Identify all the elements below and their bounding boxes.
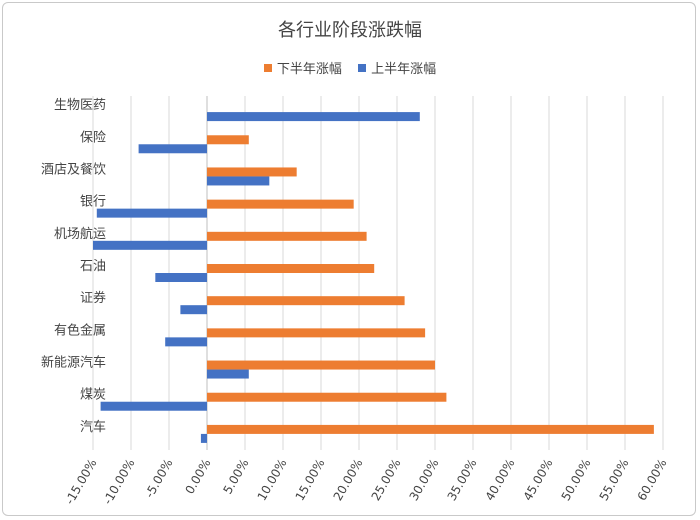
category-label: 有色金属 — [54, 322, 106, 338]
bar-first-half — [100, 401, 207, 411]
x-tick-label: 60.00% — [635, 457, 670, 504]
x-tick-label: 5.00% — [220, 457, 251, 497]
x-tick-label: 10.00% — [255, 457, 290, 504]
bar-second-half — [207, 199, 354, 209]
bar-second-half — [207, 328, 426, 338]
bar-second-half — [207, 392, 447, 402]
bar-second-half — [207, 167, 297, 177]
category-label: 酒店及餐饮 — [41, 161, 106, 177]
bar-second-half — [207, 424, 654, 434]
x-tick-label: 25.00% — [369, 457, 404, 504]
legend-swatch-second-half — [263, 64, 272, 72]
bar-second-half — [207, 264, 375, 273]
category-label: 保险 — [80, 130, 106, 145]
bar-first-half — [207, 369, 249, 379]
legend-item-second-half: 下半年涨幅 — [263, 58, 342, 77]
bar-first-half — [200, 433, 207, 443]
category-label: 新能源汽车 — [41, 355, 106, 371]
x-tick-label: 15.00% — [293, 457, 328, 504]
x-tick-label: -5.00% — [142, 457, 175, 501]
category-label: 银行 — [80, 195, 106, 210]
category-label: 生物医药 — [54, 98, 106, 113]
bar-first-half — [207, 176, 270, 186]
bar-first-half — [180, 305, 207, 315]
bar-first-half — [96, 208, 207, 218]
x-tick-label: 45.00% — [521, 457, 556, 504]
category-label: 证券 — [80, 290, 106, 306]
chart-title: 各行业阶段涨跌幅 — [278, 20, 422, 41]
bar-second-half — [207, 360, 435, 370]
category-label: 机场航运 — [54, 226, 106, 242]
bar-second-half — [207, 135, 249, 145]
x-tick-label: -10.00% — [100, 457, 137, 507]
category-label: 煤炭 — [80, 388, 106, 403]
category-label: 汽车 — [80, 419, 106, 435]
bar-second-half — [207, 296, 405, 306]
legend-label-second-half: 下半年涨幅 — [276, 62, 342, 77]
bar-first-half — [93, 240, 207, 250]
x-tick-label: -15.00% — [62, 457, 99, 507]
x-tick-label: 20.00% — [331, 457, 366, 504]
x-tick-label: 55.00% — [597, 457, 632, 504]
category-label: 石油 — [80, 259, 106, 274]
bar-first-half — [155, 273, 207, 282]
bar-second-half — [207, 231, 367, 241]
x-tick-label: 30.00% — [407, 457, 442, 504]
x-tick-label: 35.00% — [445, 457, 480, 504]
legend-label-first-half: 上半年涨幅 — [371, 62, 437, 77]
bar-first-half — [207, 112, 420, 122]
bar-first-half — [138, 144, 207, 154]
bar-first-half — [165, 337, 207, 347]
legend-swatch-first-half — [358, 64, 367, 72]
x-tick-label: 40.00% — [483, 457, 518, 504]
legend-item-first-half: 上半年涨幅 — [358, 58, 436, 77]
x-tick-label: 50.00% — [559, 457, 594, 504]
chart-legend: 下半年涨幅 上半年涨幅 — [0, 58, 700, 77]
x-tick-label: 0.00% — [182, 457, 213, 497]
